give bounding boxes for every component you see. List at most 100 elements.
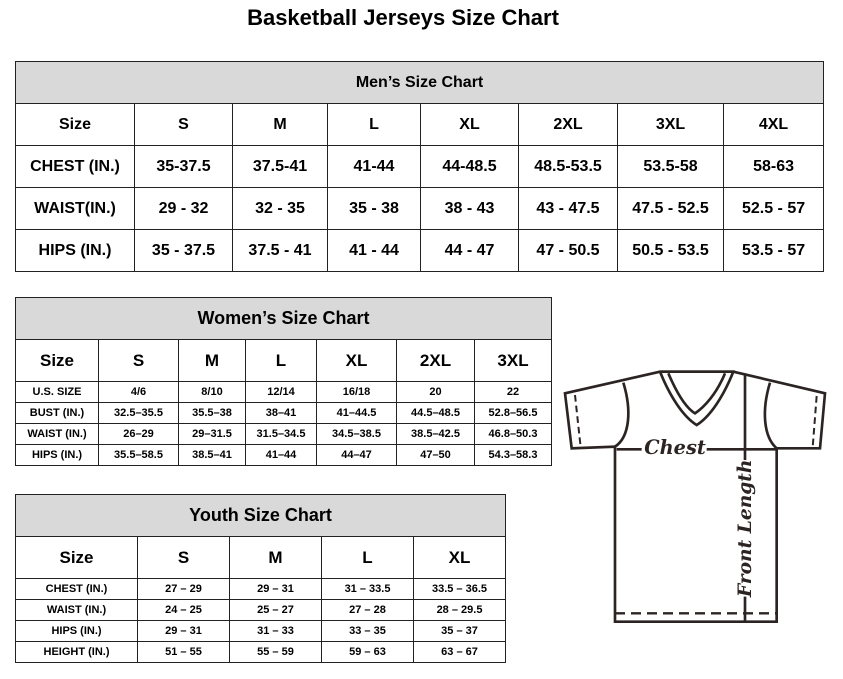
table-cell: 44-48.5	[420, 145, 519, 188]
table-cell: 32 - 35	[232, 187, 328, 230]
header-row: Size S M L XL 2XL 3XL 4XL	[15, 103, 825, 146]
table-cell: 44.5–48.5	[396, 402, 475, 424]
table-cell: 52.8–56.5	[473, 402, 553, 424]
table-row: WAIST (IN.) 26–29 29–31.5 31.5–34.5 34.5–38.…	[15, 423, 553, 445]
header-row: Size S M L XL	[15, 536, 507, 579]
size-header: XL	[316, 339, 397, 382]
table-cell: 31.5–34.5	[245, 423, 317, 445]
table-cell: 31 – 33	[229, 620, 322, 642]
table-cell: 34.5–38.5	[316, 423, 397, 445]
table-cell: 38.5–42.5	[396, 423, 475, 445]
size-header: S	[98, 339, 179, 382]
size-header: 3XL	[473, 339, 553, 382]
table-cell: 48.5-53.5	[518, 145, 618, 188]
row-label: HIPS (IN.)	[15, 444, 99, 466]
table-cell: 24 – 25	[137, 599, 230, 621]
size-header: L	[321, 536, 414, 579]
row-label: CHEST (IN.)	[15, 578, 138, 600]
table-cell: 50.5 - 53.5	[617, 229, 724, 272]
size-header: S	[137, 536, 230, 579]
size-header: L	[327, 103, 421, 146]
row-label: BUST (IN.)	[15, 402, 99, 424]
womens-size-table: Women’s Size Chart Size S M L XL 2XL 3XL U.S. S…	[14, 297, 553, 466]
size-header: M	[229, 536, 322, 579]
table-cell: 35 - 38	[327, 187, 421, 230]
table-cell: 59 – 63	[321, 641, 414, 663]
table-cell: 41 - 44	[327, 229, 421, 272]
table-cell: 29 - 32	[134, 187, 233, 230]
row-label: WAIST (IN.)	[15, 423, 99, 445]
row-label: WAIST(IN.)	[15, 187, 135, 230]
table-cell: 22	[473, 381, 553, 403]
table-cell: 28 – 29.5	[412, 599, 507, 621]
column-header: Size	[15, 103, 135, 146]
table-cell: 41-44	[327, 145, 421, 188]
table-cell: 37.5-41	[232, 145, 328, 188]
row-label: HIPS (IN.)	[15, 620, 138, 642]
table-cell: 46.8–50.3	[473, 423, 553, 445]
table-cell: 27 – 29	[137, 578, 230, 600]
table-cell: 38.5–41	[178, 444, 246, 466]
table-cell: 35 – 37	[412, 620, 507, 642]
table-row: HIPS (IN.) 35 - 37.5 37.5 - 41 41 - 44 44 - …	[15, 229, 825, 272]
size-header: 2XL	[518, 103, 618, 146]
size-header: 2XL	[396, 339, 475, 382]
column-header: Size	[15, 536, 138, 579]
size-header: 4XL	[722, 103, 825, 146]
table-row: WAIST(IN.) 29 - 32 32 - 35 35 - 38 38 - 43 43…	[15, 187, 825, 230]
table-cell: 8/10	[178, 381, 246, 403]
table-row: HEIGHT (IN.) 51 – 55 55 – 59 59 – 63 63 – 67	[15, 641, 507, 663]
row-label: U.S. SIZE	[15, 381, 99, 403]
jersey-outline	[563, 370, 827, 623]
table-cell: 44–47	[316, 444, 397, 466]
table-cell: 4/6	[98, 381, 179, 403]
table-cell: 52.5 - 57	[722, 187, 825, 230]
table-cell: 47 - 50.5	[518, 229, 618, 272]
table-row: HIPS (IN.) 35.5–58.5 38.5–41 41–44 44–47 47–5…	[15, 444, 553, 466]
womens-table-title: Women’s Size Chart	[14, 297, 553, 340]
youth-size-table: Youth Size Chart Size S M L XL CHEST (IN.) 27 …	[14, 494, 507, 663]
table-row: CHEST (IN.) 35-37.5 37.5-41 41-44 44-48.5 48.…	[15, 145, 825, 188]
table-cell: 35.5–58.5	[98, 444, 179, 466]
table-cell: 55 – 59	[229, 641, 322, 663]
table-cell: 32.5–35.5	[98, 402, 179, 424]
table-cell: 51 – 55	[137, 641, 230, 663]
table-cell: 41–44.5	[316, 402, 397, 424]
row-label: WAIST (IN.)	[15, 599, 138, 621]
row-label: HEIGHT (IN.)	[15, 641, 138, 663]
table-cell: 38–41	[245, 402, 317, 424]
size-header: XL	[412, 536, 507, 579]
row-label: CHEST (IN.)	[15, 145, 135, 188]
table-cell: 53.5 - 57	[722, 229, 825, 272]
table-cell: 29–31.5	[178, 423, 246, 445]
table-cell: 63 – 67	[412, 641, 507, 663]
size-header: S	[134, 103, 233, 146]
table-cell: 38 - 43	[420, 187, 519, 230]
youth-table-title: Youth Size Chart	[14, 494, 507, 537]
table-cell: 29 – 31	[137, 620, 230, 642]
chest-label: Chest	[644, 436, 706, 459]
size-header: XL	[420, 103, 519, 146]
size-header: M	[232, 103, 328, 146]
size-header: M	[178, 339, 246, 382]
table-cell: 54.3–58.3	[473, 444, 553, 466]
row-label: HIPS (IN.)	[15, 229, 135, 272]
table-cell: 43 - 47.5	[518, 187, 618, 230]
table-cell: 35.5–38	[178, 402, 246, 424]
table-cell: 20	[396, 381, 475, 403]
table-cell: 37.5 - 41	[232, 229, 328, 272]
front-length-label: Front Length	[734, 460, 756, 599]
table-cell: 35-37.5	[134, 145, 233, 188]
table-cell: 33.5 – 36.5	[412, 578, 507, 600]
table-cell: 41–44	[245, 444, 317, 466]
table-row: HIPS (IN.) 29 – 31 31 – 33 33 – 35 35 – 37	[15, 620, 507, 642]
mens-size-table: Men’s Size Chart Size S M L XL 2XL 3XL 4XL CHEST…	[14, 61, 825, 272]
table-cell: 44 - 47	[420, 229, 519, 272]
column-header: Size	[15, 339, 99, 382]
table-cell: 53.5-58	[617, 145, 724, 188]
table-row: U.S. SIZE 4/6 8/10 12/14 16/18 20 22	[15, 381, 553, 403]
table-cell: 35 - 37.5	[134, 229, 233, 272]
mens-table-title: Men’s Size Chart	[14, 61, 825, 104]
table-cell: 58-63	[722, 145, 825, 188]
table-cell: 33 – 35	[321, 620, 414, 642]
